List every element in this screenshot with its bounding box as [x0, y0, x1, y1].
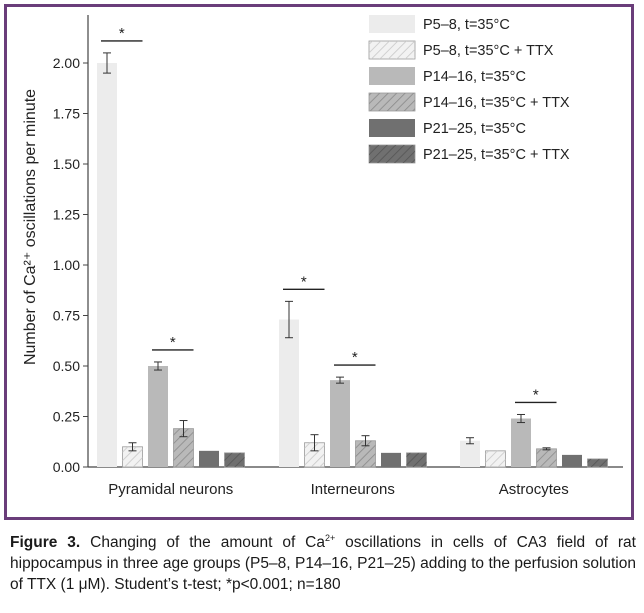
significance-asterisk: *: [352, 349, 358, 366]
y-tick-label: 1.75: [53, 106, 80, 122]
bar: [511, 418, 531, 467]
bar-hatch: [355, 440, 376, 467]
axes: 0.00 0.25 0.50 0.75 1.00 1.25 1.50 1.75 2.00 Pyra…: [53, 15, 623, 498]
y-tick-label: 0.75: [53, 308, 80, 324]
legend-swatch-hatch: [369, 41, 415, 59]
y-tick-label: 1.25: [53, 207, 80, 223]
bar-hatch: [122, 446, 143, 467]
bar: [460, 440, 480, 467]
x-category-label: Interneurons: [311, 481, 395, 498]
legend: P5–8, t=35°C P5–8, t=35°C + TTX P14–16, t=…: [368, 15, 570, 164]
y-tick-label: 1.50: [53, 156, 80, 172]
bar: [330, 380, 350, 467]
legend-swatch: [369, 15, 415, 33]
legend-swatch: [369, 119, 415, 137]
bar: [279, 319, 299, 467]
bar-hatch: [173, 428, 194, 467]
bar: [97, 63, 117, 467]
caption-text-1: Changing of the amount of Ca: [80, 534, 325, 551]
y-tick-label: 2.00: [53, 55, 80, 71]
legend-label: P21–25, t=35°C + TTX: [423, 147, 570, 163]
legend-label: P5–8, t=35°C: [423, 17, 510, 33]
figure-frame: 0.00 0.25 0.50 0.75 1.00 1.25 1.50 1.75 2.00 Pyra…: [4, 4, 634, 520]
legend-swatch-hatch: [369, 145, 415, 163]
bar-hatch: [304, 442, 325, 467]
bars: [97, 52, 608, 468]
bar-hatch: [224, 452, 245, 467]
y-tick-label: 0.00: [53, 459, 80, 475]
x-category-label: Pyramidal neurons: [108, 481, 233, 498]
significance-asterisk: *: [170, 334, 176, 351]
significance-asterisk: *: [301, 273, 307, 290]
figure-caption: Figure 3. Changing of the amount of Ca2+…: [10, 532, 636, 595]
caption-text-2: oscillations in cells of CA3 field of ra…: [10, 534, 636, 593]
legend-label: P5–8, t=35°C + TTX: [423, 43, 554, 59]
caption-label: Figure 3.: [10, 534, 81, 551]
bar: [381, 452, 401, 467]
bar-hatch: [587, 458, 608, 467]
bar: [562, 454, 582, 467]
legend-swatch: [369, 67, 415, 85]
bar-chart: 0.00 0.25 0.50 0.75 1.00 1.25 1.50 1.75 2.00 Pyra…: [22, 15, 623, 498]
bar: [148, 366, 168, 467]
bar-hatch: [536, 448, 557, 467]
legend-label: P21–25, t=35°C: [423, 121, 526, 137]
legend-label: P14–16, t=35°C + TTX: [423, 95, 570, 111]
bar-hatch: [485, 450, 506, 467]
y-tick-label: 0.50: [53, 358, 80, 374]
bar-hatch: [406, 452, 427, 467]
significance-asterisk: *: [119, 25, 125, 42]
legend-label: P14–16, t=35°C: [423, 69, 526, 85]
x-category-label: Astrocytes: [499, 481, 569, 498]
significance-asterisk: *: [533, 386, 539, 403]
y-axis-label: Number of Ca²⁺ oscillations per minute: [22, 89, 39, 365]
caption-superscript: 2+: [324, 532, 336, 543]
bar: [199, 450, 219, 467]
y-tick-label: 1.00: [53, 257, 80, 273]
legend-swatch-hatch: [369, 93, 415, 111]
significance-markers: * * * * *: [101, 25, 557, 403]
y-tick-label: 0.25: [53, 409, 80, 425]
